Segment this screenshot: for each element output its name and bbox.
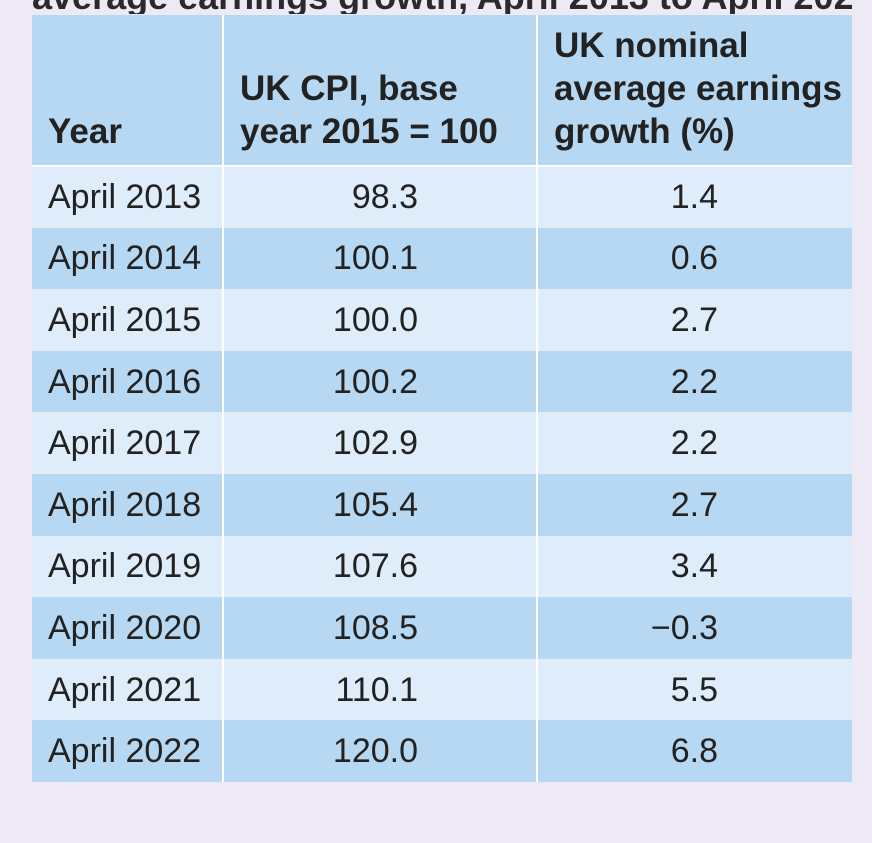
- header-earnings: UK nominal average earnings growth (%): [554, 26, 842, 151]
- earnings-cell: 2.7: [670, 300, 718, 339]
- table-row: April 2013 98.3 1.4: [32, 166, 852, 228]
- header-year: Year: [32, 15, 224, 166]
- earnings-cell: 6.8: [670, 732, 718, 771]
- table-row: April 2016 100.2 2.2: [32, 350, 852, 413]
- earnings-cell: −0.3: [650, 608, 718, 647]
- cpi-cell: 98.3: [223, 166, 538, 228]
- year-cell: April 2017: [32, 412, 224, 474]
- year-cell: April 2022: [32, 720, 224, 782]
- data-table: Year UK CPI, base year 2015 = 100 UK nom…: [32, 15, 852, 782]
- earnings-cell: 2.2: [670, 362, 718, 401]
- year-cell: April 2016: [32, 350, 224, 413]
- table-row: April 2014 100.1 0.6: [32, 227, 852, 290]
- earnings-cell: 2.2: [670, 424, 718, 463]
- cpi-cell: 100.1: [223, 227, 538, 290]
- year-cell: April 2018: [32, 473, 224, 536]
- table-row: April 2018 105.4 2.7: [32, 473, 852, 536]
- header-row: Year UK CPI, base year 2015 = 100 UK nom…: [32, 15, 852, 166]
- table-row: April 2019 107.6 3.4: [32, 535, 852, 598]
- cpi-cell: 100.2: [223, 350, 538, 413]
- cpi-cell: 102.9: [223, 412, 538, 474]
- cpi-cell: 120.0: [223, 720, 538, 782]
- year-cell: April 2014: [32, 227, 224, 290]
- cpi-cell: 105.4: [223, 473, 538, 536]
- year-cell: April 2020: [32, 597, 224, 659]
- table-row: April 2022 120.0 6.8: [32, 720, 852, 782]
- earnings-cell: 2.7: [670, 485, 718, 524]
- year-cell: April 2015: [32, 289, 224, 351]
- earnings-cell: 5.5: [670, 670, 718, 709]
- year-cell: April 2021: [32, 658, 224, 721]
- table-caption-text: average earnings growth, April 2013 to A…: [32, 0, 852, 14]
- earnings-cell: 1.4: [670, 178, 718, 217]
- table-row: April 2015 100.0 2.7: [32, 289, 852, 351]
- earnings-cell: 3.4: [670, 547, 718, 586]
- cpi-cell: 107.6: [223, 535, 538, 598]
- cpi-cell: 100.0: [223, 289, 538, 351]
- table-header: Year UK CPI, base year 2015 = 100 UK nom…: [32, 15, 852, 166]
- year-cell: April 2019: [32, 535, 224, 598]
- header-cpi: UK CPI, base year 2015 = 100: [223, 15, 538, 166]
- cpi-cell: 108.5: [223, 597, 538, 659]
- earnings-cell: 0.6: [670, 239, 718, 278]
- table-row: April 2021 110.1 5.5: [32, 658, 852, 721]
- cpi-cell: 110.1: [223, 658, 538, 721]
- table-body: April 2013 98.3 1.4 April 2014 100.1 0.6…: [32, 166, 852, 782]
- table-row: April 2020 108.5 −0.3: [32, 597, 852, 659]
- table-caption: average earnings growth, April 2013 to A…: [32, 0, 852, 14]
- year-cell: April 2013: [32, 166, 224, 228]
- table-row: April 2017 102.9 2.2: [32, 412, 852, 474]
